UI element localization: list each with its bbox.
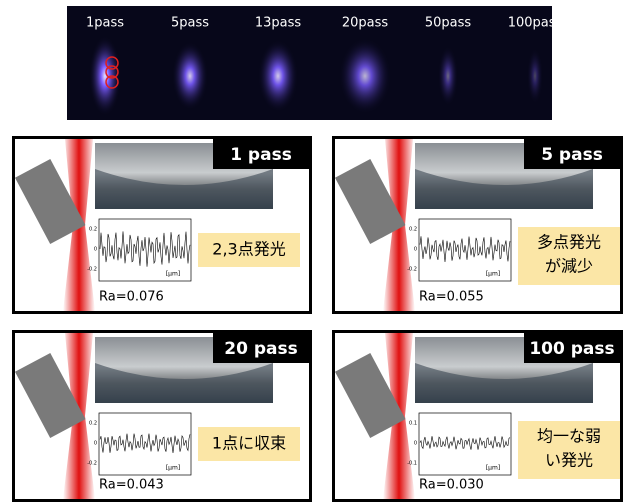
- plot-tick: -0.2: [87, 461, 97, 467]
- plot-tick: -0.2: [87, 267, 97, 273]
- note-text: 多点発光: [537, 233, 601, 252]
- plot-tick: 0: [94, 441, 97, 447]
- panel-art: 20 pass 0.2 0 -0.2 [μm] 1点に収束 Ra=0.043: [15, 333, 309, 499]
- strip-label: 20pass: [342, 16, 389, 31]
- plot-tick: 0.2: [89, 421, 97, 427]
- plot-unit: [μm]: [166, 465, 180, 472]
- plot-tick: 0.2: [89, 227, 97, 233]
- ra-value: Ra=0.030: [419, 478, 484, 493]
- plot-unit: [μm]: [486, 271, 500, 278]
- strip-label: 1pass: [86, 16, 124, 31]
- note-text: 均一な弱: [537, 427, 601, 446]
- glow: [527, 48, 543, 104]
- glow: [339, 38, 391, 114]
- strip-label: 50pass: [425, 16, 472, 31]
- plot-tick: 0: [94, 247, 97, 253]
- glow: [258, 40, 298, 112]
- strip-label: 5pass: [171, 16, 209, 31]
- note-text: が減少: [545, 257, 593, 276]
- plot-tick: 0.2: [409, 227, 417, 233]
- panel-art: 1 pass 0.2 0 -0.2 [μm] 2,3点発光 Ra=0.076: [15, 139, 309, 311]
- plot-tick: 0: [414, 441, 417, 447]
- glow: [172, 42, 208, 110]
- panel-title: 100 pass: [529, 339, 614, 359]
- plot-tick: 0.1: [409, 421, 417, 427]
- panel-title: 5 pass: [541, 145, 603, 165]
- panel-title: 1 pass: [230, 145, 292, 165]
- plot-tick: -0.1: [407, 461, 417, 467]
- ra-value: Ra=0.043: [99, 478, 164, 493]
- panel: 5 pass 0.2 0 -0.2 [μm] 多点発光が減少 Ra=0.055: [332, 136, 623, 314]
- panel: 20 pass 0.2 0 -0.2 [μm] 1点に収束 Ra=0.043: [12, 330, 312, 502]
- plot-unit: [μm]: [166, 271, 180, 278]
- panel-title: 20 pass: [224, 339, 297, 359]
- strip-label: 13pass: [255, 16, 302, 31]
- note-text: い発光: [545, 451, 593, 470]
- plot-unit: [μm]: [486, 465, 500, 472]
- note-text: 1点に収束: [212, 434, 286, 453]
- ra-value: Ra=0.076: [99, 290, 164, 305]
- glow: [438, 46, 458, 106]
- ra-value: Ra=0.055: [419, 290, 484, 305]
- page: 1pass 5pass 13pass 20pass 50pass 100pass 1 pa…: [0, 0, 628, 504]
- plot-tick: -0.2: [407, 267, 417, 273]
- panel: 100 pass 0.1 0 -0.1 [μm] 均一な弱い発光 Ra=0.030: [332, 330, 623, 502]
- panel: 1 pass 0.2 0 -0.2 [μm] 2,3点発光 Ra=0.076: [12, 136, 312, 314]
- note-text: 2,3点発光: [212, 240, 285, 259]
- plot-tick: 0: [414, 247, 417, 253]
